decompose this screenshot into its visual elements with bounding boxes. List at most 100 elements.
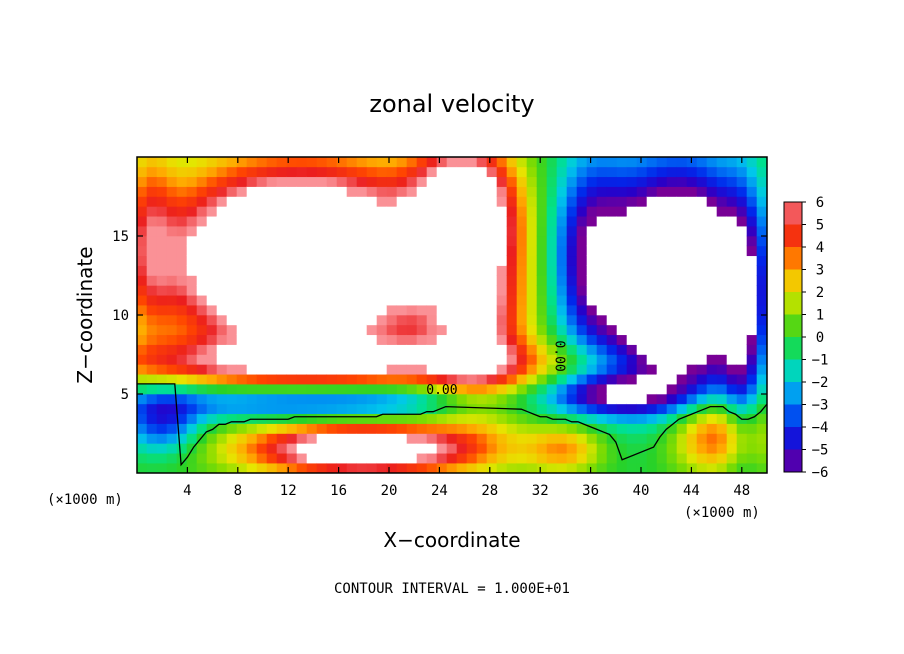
heatmap-cell xyxy=(436,196,448,207)
heatmap-cell xyxy=(576,176,588,187)
heatmap-cell xyxy=(536,215,548,227)
heatmap-cell xyxy=(296,157,308,168)
heatmap-cell xyxy=(596,285,608,296)
heatmap-cell xyxy=(406,294,418,306)
heatmap-cell xyxy=(226,334,238,345)
heatmap-cell xyxy=(166,443,178,454)
heatmap-cell xyxy=(576,354,588,365)
heatmap-cell xyxy=(246,364,258,375)
heatmap-cell xyxy=(486,314,498,326)
heatmap-cell xyxy=(346,423,358,434)
heatmap-cell xyxy=(736,452,748,464)
heatmap-cell xyxy=(516,186,528,197)
heatmap-cell xyxy=(556,354,568,365)
heatmap-cell xyxy=(216,304,228,316)
heatmap-cell xyxy=(196,235,208,247)
heatmap-cell xyxy=(386,373,398,385)
heatmap-cell xyxy=(606,186,618,197)
heatmap-cell xyxy=(286,403,298,415)
heatmap-cell xyxy=(656,413,668,424)
heatmap-cell xyxy=(166,314,178,326)
heatmap-cell xyxy=(696,413,708,424)
contour-label: 0.00 xyxy=(426,383,457,398)
heatmap-cell xyxy=(556,186,568,197)
heatmap-cell xyxy=(686,245,698,257)
heatmap-cell xyxy=(586,354,598,365)
heatmap-cell xyxy=(216,423,228,434)
heatmap-cell xyxy=(366,324,378,336)
heatmap-cell xyxy=(756,255,767,266)
heatmap-cell xyxy=(656,403,668,415)
heatmap-cell xyxy=(336,354,348,365)
heatmap-cell xyxy=(156,215,168,227)
heatmap-cell xyxy=(436,324,448,336)
heatmap-cell xyxy=(436,225,448,237)
heatmap-cell xyxy=(676,324,688,336)
heatmap-cell xyxy=(586,314,598,326)
heatmap-cell xyxy=(306,364,318,375)
heatmap-cell xyxy=(356,403,368,415)
heatmap-cell xyxy=(676,452,688,464)
heatmap-cell xyxy=(556,294,568,306)
heatmap-cell xyxy=(386,176,398,187)
x-axis-unit-right: (×1000 m) xyxy=(684,505,760,521)
x-tick-label: 28 xyxy=(481,483,498,499)
heatmap-cell xyxy=(426,196,438,207)
heatmap-cell xyxy=(256,433,268,444)
heatmap-cell xyxy=(556,433,568,444)
heatmap-cell xyxy=(386,265,398,276)
heatmap-cell xyxy=(556,206,568,217)
heatmap-cell xyxy=(416,206,428,217)
heatmap-cell xyxy=(506,235,518,247)
heatmap-cell xyxy=(596,304,608,316)
heatmap-cell xyxy=(356,245,368,257)
heatmap-cell xyxy=(556,215,568,227)
heatmap-cell xyxy=(286,452,298,464)
heatmap-cell xyxy=(626,413,638,424)
heatmap-cell xyxy=(276,373,288,385)
heatmap-cell xyxy=(746,393,758,405)
heatmap-cell xyxy=(566,304,578,316)
heatmap-cell xyxy=(306,294,318,306)
heatmap-cell xyxy=(166,157,178,168)
heatmap-cell xyxy=(276,275,288,286)
heatmap-cell xyxy=(696,324,708,336)
heatmap-cell xyxy=(556,443,568,454)
heatmap-cell xyxy=(626,294,638,306)
heatmap-cell xyxy=(306,334,318,345)
heatmap-cell xyxy=(376,364,388,375)
heatmap-cell xyxy=(137,166,148,178)
heatmap-cell xyxy=(686,413,698,424)
heatmap-cell xyxy=(676,393,688,405)
heatmap-cell xyxy=(416,235,428,247)
heatmap-cell xyxy=(406,206,418,217)
heatmap-cell xyxy=(236,265,248,276)
heatmap-cell xyxy=(516,176,528,187)
heatmap-cell xyxy=(696,285,708,296)
heatmap-cell xyxy=(726,354,738,365)
heatmap-cell xyxy=(216,433,228,444)
heatmap-cell xyxy=(756,235,767,247)
heatmap-cell xyxy=(546,373,558,385)
heatmap-cell xyxy=(746,235,758,247)
heatmap-cell xyxy=(586,423,598,434)
heatmap-cell xyxy=(406,166,418,178)
heatmap-cell xyxy=(146,235,158,247)
heatmap-cell xyxy=(376,245,388,257)
heatmap-cell xyxy=(366,443,378,454)
heatmap-cell xyxy=(326,304,338,316)
heatmap-cell xyxy=(646,275,658,286)
y-axis-label: Z−coordinate xyxy=(73,246,97,383)
heatmap-cell xyxy=(186,294,198,306)
heatmap-cell xyxy=(296,235,308,247)
heatmap-cell xyxy=(646,393,658,405)
heatmap-cell xyxy=(596,186,608,197)
heatmap-cell xyxy=(626,373,638,385)
heatmap-cell xyxy=(566,354,578,365)
heatmap-cell xyxy=(586,166,598,178)
heatmap-cell xyxy=(506,354,518,365)
heatmap-cell xyxy=(726,215,738,227)
heatmap-cell xyxy=(656,314,668,326)
heatmap-cell xyxy=(466,235,478,247)
heatmap-cell xyxy=(666,206,678,217)
